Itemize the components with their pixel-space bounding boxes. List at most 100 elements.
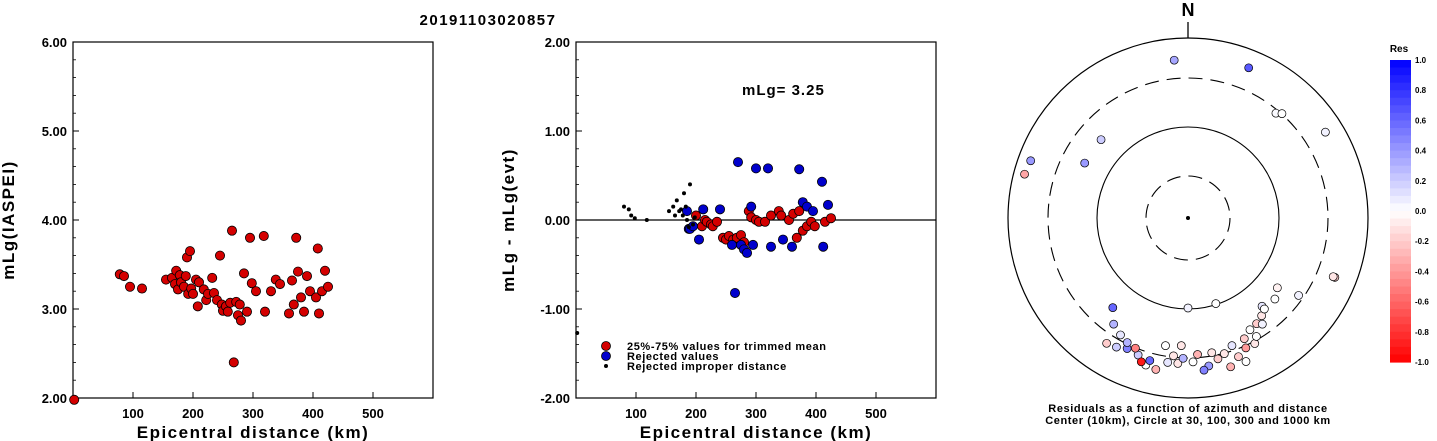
azimuth-point: [1131, 343, 1140, 353]
colorbar-swatch: [1390, 135, 1411, 144]
azimuth-point: [1252, 332, 1261, 341]
colorbar-tick-label: -0.2: [1415, 237, 1429, 246]
residual-y-ticks: -2.00 -1.00 0.00 1.00 2.00: [540, 35, 582, 406]
colorbar-tick-label: 0.4: [1415, 147, 1427, 156]
magnitude-point: [265, 286, 276, 297]
colorbar-swatch: [1390, 127, 1411, 137]
colorbar-swatch: [1390, 331, 1411, 340]
azimuth-point: [1096, 135, 1106, 145]
north-label: N: [1182, 0, 1195, 20]
figure-title: 20191103020857: [420, 12, 557, 29]
magnitude-point: [136, 283, 147, 294]
colorbar-swatch: [1390, 346, 1411, 356]
magnitude-y-tick-label: 5.00: [42, 124, 67, 139]
magnitude-point: [304, 286, 315, 297]
residual-y-tick-label: -1.00: [540, 302, 570, 317]
residual-y-axis-title: mLg - mLg(evt): [499, 148, 518, 292]
magnitude-point: [226, 225, 237, 236]
residual-x-tick-label: 200: [685, 406, 707, 421]
azimuth-point: [1241, 343, 1251, 353]
residual-point-improper: [680, 213, 685, 218]
magnitude-point: [286, 275, 297, 286]
colorbar-swatch: [1390, 301, 1411, 310]
magnitude-point: [119, 271, 130, 282]
colorbar-ticks: 1.0 0.8 0.6 0.4 0.2 0.0 -0.2 -0.4 -0.6 -0.8 -1.0: [1415, 56, 1429, 367]
colorbar-swatch: [1390, 203, 1411, 212]
colorbar-swatch: [1390, 324, 1411, 333]
azimuth-point: [1328, 272, 1338, 282]
colorbar-tick-label: 0.8: [1415, 86, 1427, 95]
magnitude-point: [313, 308, 324, 319]
residual-points: [575, 157, 837, 336]
azimuth-point: [1161, 341, 1170, 350]
magnitude-point: [184, 246, 195, 257]
colorbar-swatch: [1390, 165, 1411, 174]
colorbar-swatch: [1390, 316, 1411, 325]
magnitude-point: [228, 357, 239, 368]
residual-point-rejected: [766, 241, 777, 252]
residual-point-rejected: [778, 234, 789, 245]
residual-point-improper: [626, 207, 631, 212]
colorbar-swatch: [1390, 309, 1411, 318]
magnitude-point: [241, 306, 252, 317]
magnitude-y-tick-label: 3.00: [42, 302, 67, 317]
legend-marker-rejected: [601, 351, 611, 361]
azimuth-point: [1145, 356, 1155, 365]
residual-point-trimmed: [760, 216, 771, 227]
residual-chart: 100 200 300 400 500 -2.00 -1.00 0.00 1.00 2.00 m…: [499, 35, 937, 441]
azimuth-point: [1108, 303, 1118, 312]
azimuth-point: [1109, 319, 1119, 329]
azimuth-points: [1020, 55, 1340, 375]
azimuth-point: [1227, 341, 1237, 350]
magnitude-point: [244, 232, 255, 243]
colorbar-tick-label: 1.0: [1415, 56, 1427, 65]
azimuth-point: [1257, 319, 1267, 329]
magnitude-y-ticks: 2.00 3.00 4.00 5.00 6.00: [42, 35, 79, 406]
residual-point-rejected: [818, 241, 829, 252]
magnitude-x-ticks: 100 200 300 400 500: [122, 392, 384, 421]
azimuth-point: [1273, 283, 1282, 293]
azimuth-point: [1245, 325, 1255, 335]
residual-x-ticks: 100 200 300 400 500: [625, 392, 887, 421]
residual-point-rejected: [787, 241, 798, 252]
magnitude-point: [319, 265, 330, 276]
magnitude-point: [322, 281, 333, 292]
residual-point-improper: [682, 191, 686, 196]
colorbar-swatch: [1390, 256, 1411, 265]
circle-30km: [1145, 175, 1231, 261]
colorbar-tick-label: -0.6: [1415, 298, 1429, 307]
residual-point-trimmed: [776, 210, 787, 221]
colorbar-tick-label: -1.0: [1415, 358, 1429, 367]
azimuth-point: [1193, 350, 1202, 359]
magnitude-point: [234, 299, 245, 310]
colorbar-swatch: [1390, 105, 1411, 114]
azimuth-point: [1163, 358, 1173, 367]
colorbar-swatch: [1390, 271, 1411, 280]
azimuth-point: [1207, 348, 1217, 358]
colorbar-swatch: [1390, 218, 1411, 227]
colorbar-swatches: [1390, 60, 1411, 363]
legend-label-rejected: Rejected values: [627, 351, 719, 363]
residual-point-rejected: [823, 199, 834, 210]
magnitude-y-tick-label: 6.00: [42, 35, 67, 50]
residual-point-improper: [575, 331, 580, 336]
residual-legend: 25%-75% values for trimmed mean Rejected…: [601, 341, 826, 373]
residual-point-improper: [644, 218, 649, 222]
residual-point-rejected: [733, 157, 744, 168]
colorbar-swatch: [1390, 158, 1411, 167]
residual-point-improper: [674, 198, 679, 203]
magnitude-x-axis-title: Epicentral distance (km): [137, 423, 370, 441]
outer-circle: [1007, 37, 1369, 399]
magnitude-point: [291, 232, 302, 243]
colorbar-swatch: [1390, 241, 1411, 250]
colorbar-swatch: [1390, 263, 1411, 272]
magnitude-point: [301, 271, 312, 282]
magnitude-chart: 100 200 300 400 500 2.00 3.00 4.00 5.00 6.00 Epi…: [0, 35, 434, 441]
magnitude-plot-frame: [72, 41, 434, 399]
residual-point-improper: [673, 213, 677, 218]
colorbar-swatch: [1390, 248, 1411, 257]
residual-y-tick-label: -2.00: [540, 391, 570, 406]
residual-point-rejected: [698, 204, 709, 215]
azimuth-point: [1250, 339, 1260, 348]
residual-point-improper: [679, 207, 683, 212]
